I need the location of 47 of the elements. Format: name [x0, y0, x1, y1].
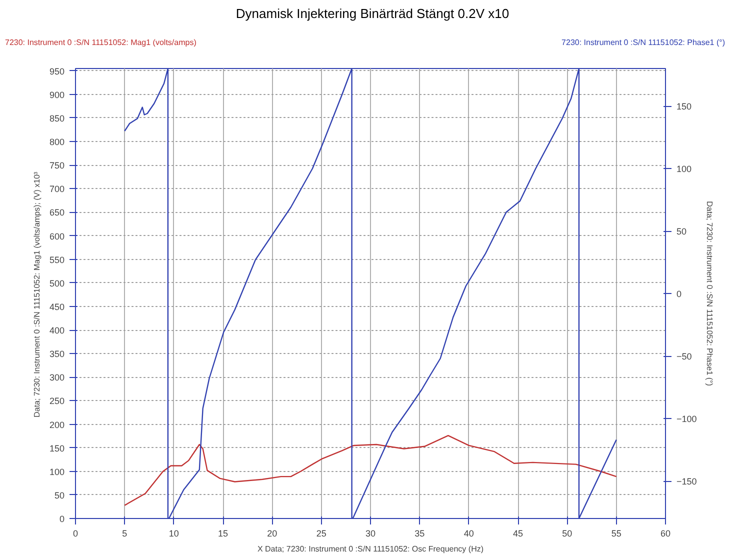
y2-tick-label: 0: [676, 289, 682, 299]
y-tick-label: 950: [49, 66, 65, 76]
text: 7230: Instrument 0 :S/N 11151052: Mag1 (volts/amps): [5, 37, 196, 48]
y-tick-label: 200: [49, 420, 65, 430]
chart-title: Dynamisk Injektering Binärträd Stängt 0.2V x10: [236, 5, 510, 23]
x-tick-label: 20: [267, 528, 278, 538]
text: 7230: Instrument 0 :S/N 11151052: Phase1 (°): [562, 37, 725, 48]
y-tick-label: 250: [49, 396, 65, 406]
y-tick-label: 700: [49, 184, 65, 194]
x-tick-label: 40: [464, 528, 474, 538]
x-tick-label: 30: [365, 528, 376, 538]
y-tick-label: 850: [49, 113, 65, 124]
y-tick-label: 600: [49, 231, 65, 242]
x-tick-label: 25: [316, 528, 326, 538]
y2-tick-label: −150: [676, 476, 697, 486]
y-tick-label: 150: [49, 443, 65, 454]
x-tick-label: 55: [611, 528, 622, 538]
y2-tick-label: 150: [676, 102, 692, 112]
x-tick-label: 15: [218, 528, 228, 538]
y2-tick-label: 100: [676, 164, 692, 174]
y-tick-label: 750: [49, 160, 65, 171]
x-tick-label: 35: [414, 528, 425, 538]
y-tick-label: 500: [49, 278, 65, 288]
x-axis-title: X Data; 7230: Instrument 0 :S/N 11151052: Osc Frequency (Hz): [257, 544, 484, 554]
x-tick-label: 60: [660, 528, 671, 538]
y-tick-label: 300: [49, 372, 65, 383]
y-tick-label: 800: [49, 137, 65, 148]
x-tick-label: 45: [512, 528, 524, 538]
y-tick-label: 400: [49, 326, 65, 336]
y-tick-label: 650: [49, 208, 65, 218]
y-axis-title: Data; 7230: Instrument 0 :S/N 11151052: Mag1 (volts/amps); (V) x10³: [32, 171, 42, 418]
y2-tick-label: −50: [676, 352, 692, 362]
x-tick-label: 5: [122, 528, 128, 538]
y2-tick-label: −100: [676, 414, 697, 424]
y-tick-label: 100: [49, 466, 65, 477]
y-tick-label: 900: [49, 90, 65, 100]
y-tick-label: 450: [49, 302, 65, 312]
y-tick-label: 50: [54, 490, 65, 500]
y-tick-label: 0: [59, 514, 65, 524]
x-tick-label: 50: [562, 528, 572, 538]
line-series: [124, 434, 617, 506]
y2-axis-title: Data; 7230: Instrument 0 :S/N 11151052: Phase1 (°): [704, 201, 714, 386]
y-tick-label: 350: [49, 349, 65, 360]
y-tick-label: 550: [49, 254, 65, 265]
y2-tick-label: 50: [676, 226, 687, 236]
x-tick-label: 0: [72, 528, 78, 538]
x-tick-label: 10: [168, 528, 179, 538]
